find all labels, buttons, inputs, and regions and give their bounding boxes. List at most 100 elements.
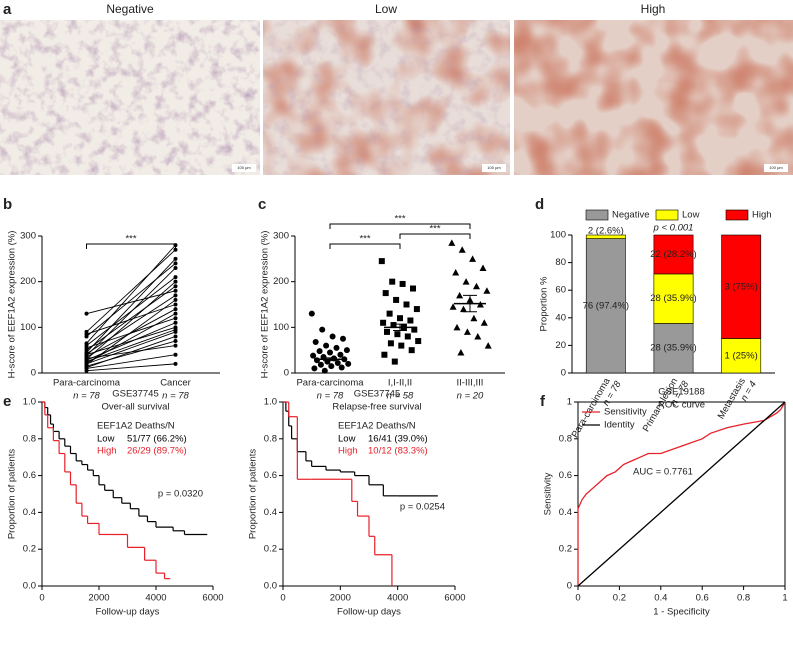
significance-bracket <box>329 223 471 229</box>
legend-deaths: 26/29 (89.7%) <box>127 446 187 457</box>
bar-segment <box>721 234 762 339</box>
point <box>474 332 482 340</box>
point <box>387 340 394 347</box>
error-bar <box>393 323 407 332</box>
point <box>321 367 328 374</box>
point <box>173 279 178 284</box>
point <box>84 334 89 339</box>
point <box>84 368 89 373</box>
point <box>327 349 333 356</box>
pair-line <box>86 304 176 335</box>
point <box>311 365 318 372</box>
roc-line <box>577 401 786 586</box>
pair-line <box>86 281 176 360</box>
point <box>345 360 352 367</box>
roc-line <box>577 401 786 587</box>
point <box>456 291 464 299</box>
point <box>173 293 178 298</box>
point <box>333 344 340 351</box>
point <box>173 316 178 321</box>
x-axis-label: Follow-up days <box>96 607 160 618</box>
point <box>84 311 89 316</box>
image-caption: High <box>641 2 666 16</box>
x-tick-label: Para-carcinoma <box>296 378 364 389</box>
annotation: p = 0.0320 <box>158 489 203 500</box>
point <box>173 265 178 270</box>
point <box>413 306 420 313</box>
pair-line <box>86 354 176 369</box>
y-tick-label: 0.0 <box>23 581 36 592</box>
y-tick-label: 0.8 <box>559 433 572 444</box>
y-tick-label: 0.0 <box>264 581 277 592</box>
point <box>404 333 411 340</box>
image-caption: Negative <box>106 2 154 16</box>
point <box>399 280 406 287</box>
n-label: n = 58 <box>387 391 414 402</box>
pair-line <box>86 263 176 337</box>
scale-bar <box>482 164 506 172</box>
point <box>338 364 345 371</box>
y-tick-label: 1.0 <box>23 397 36 408</box>
y-tick-label: 0.6 <box>559 470 572 481</box>
point <box>340 335 346 342</box>
panel-label: e <box>3 393 11 410</box>
point <box>398 342 405 349</box>
micrograph <box>514 20 793 175</box>
point <box>448 239 456 246</box>
y-tick-label: 0.8 <box>23 433 36 444</box>
chart-title: ROC curve <box>658 400 705 411</box>
x-tick-label: 0.8 <box>737 593 750 604</box>
y-tick-label: 0.2 <box>264 544 277 555</box>
legend-label: Low <box>682 210 700 221</box>
y-axis-label: H-score of EEF1A2 expression (%) <box>7 231 18 379</box>
point <box>329 333 336 340</box>
x-tick-label: 0.4 <box>654 593 667 604</box>
chart-title: Relapse-free survival <box>332 402 421 413</box>
x-tick-label: 0 <box>39 593 44 604</box>
point <box>384 328 390 335</box>
significance-bracket <box>399 233 471 239</box>
chart-title: GSE37745 <box>354 389 400 400</box>
x-tick-label: 6000 <box>202 593 223 604</box>
value-label: 28 (35.9%) <box>650 343 696 354</box>
scale-text: 100 μm <box>769 165 783 170</box>
point <box>173 284 178 289</box>
point <box>393 296 400 303</box>
legend-label: Identity <box>604 420 635 431</box>
scale-bar <box>232 164 256 172</box>
point <box>397 315 403 322</box>
chart-title: GSE19188 <box>658 387 704 398</box>
value-label: 1 (25%) <box>725 350 758 361</box>
point <box>173 320 178 325</box>
point <box>320 354 327 361</box>
y-tick-label: 100 <box>273 322 289 333</box>
y-tick-label: 40 <box>555 312 566 323</box>
point <box>173 261 178 266</box>
legend-title: EEF1A2 Deaths/N <box>97 421 175 432</box>
point <box>334 359 341 366</box>
point <box>470 314 478 322</box>
point <box>173 297 178 302</box>
point <box>310 352 317 359</box>
legend-label: Negative <box>612 210 650 221</box>
point <box>308 310 315 317</box>
y-tick-label: 300 <box>20 231 36 242</box>
point <box>483 287 491 294</box>
error-bar <box>323 357 337 362</box>
significance-bracket <box>329 243 401 249</box>
y-tick-label: 300 <box>273 231 289 242</box>
point <box>484 342 492 349</box>
value-label: 28 (35.9%) <box>650 293 696 304</box>
point <box>453 323 461 331</box>
point <box>457 348 465 356</box>
point <box>173 247 178 252</box>
legend-label: High <box>338 446 358 457</box>
point <box>173 329 178 334</box>
point <box>312 338 319 345</box>
point <box>173 302 178 307</box>
point <box>389 278 396 285</box>
x-axis-label: 1 - Specificity <box>653 607 710 618</box>
pair-line <box>86 267 176 356</box>
point <box>343 347 350 354</box>
panel-label: b <box>3 196 12 213</box>
